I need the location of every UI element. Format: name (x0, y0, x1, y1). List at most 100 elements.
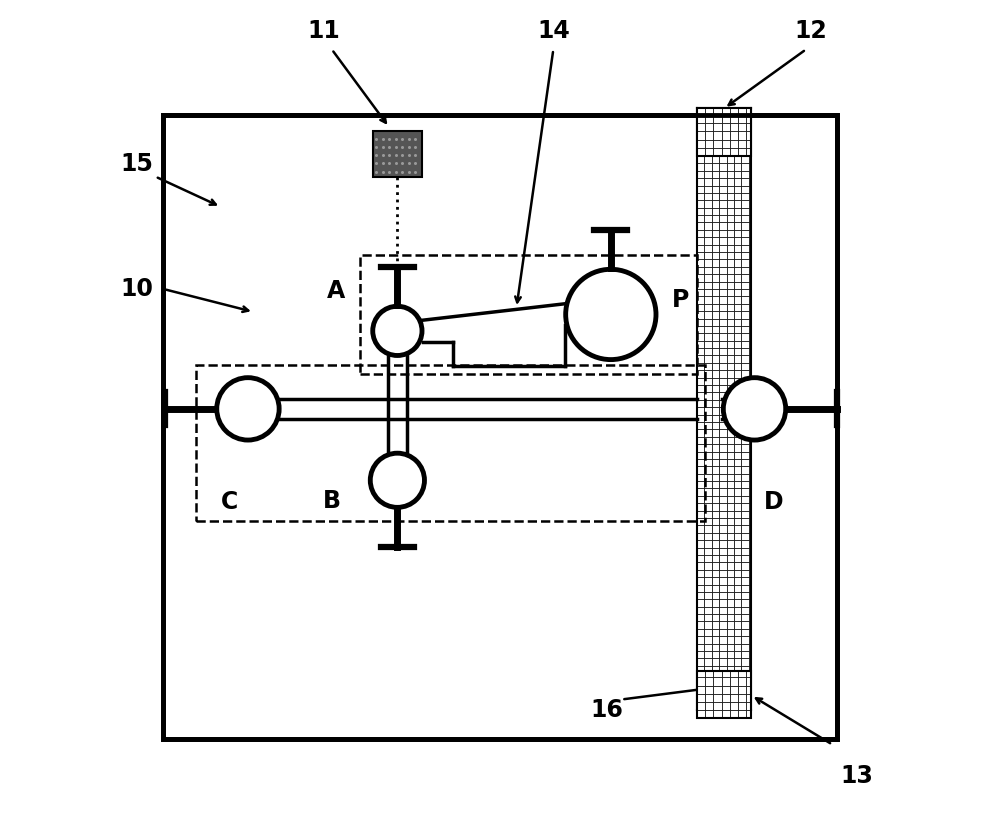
Bar (719, 149, 727, 156)
Bar (697, 267, 704, 274)
Bar (734, 673, 741, 681)
Bar (704, 518, 712, 525)
Bar (749, 341, 751, 348)
Bar (719, 119, 727, 126)
Bar (749, 614, 751, 621)
Bar (697, 123, 705, 131)
Bar (727, 688, 734, 695)
Bar (719, 629, 727, 636)
Bar (741, 215, 749, 222)
Bar (722, 131, 730, 140)
Bar (741, 296, 749, 304)
Bar (741, 200, 749, 208)
Bar (712, 429, 719, 437)
Bar (712, 459, 719, 466)
Bar (727, 392, 734, 400)
Bar (741, 112, 749, 119)
Bar (722, 115, 730, 123)
Bar (746, 148, 751, 156)
Bar (734, 459, 741, 466)
Bar (749, 355, 751, 363)
Bar (712, 422, 719, 429)
Bar (727, 599, 734, 607)
Bar (704, 651, 712, 658)
Bar (697, 614, 704, 621)
Bar (741, 621, 749, 629)
Bar (727, 548, 734, 555)
Bar (704, 503, 712, 511)
Bar (741, 156, 749, 163)
Bar (734, 444, 741, 452)
Bar (697, 562, 704, 570)
Bar (727, 585, 734, 592)
Bar (722, 148, 730, 156)
Bar (163, 115, 837, 739)
Bar (697, 193, 704, 200)
Bar (697, 671, 705, 677)
Bar (697, 178, 704, 186)
Bar (719, 341, 727, 348)
Bar (704, 178, 712, 186)
Bar (727, 171, 734, 178)
Bar (741, 319, 749, 326)
Bar (734, 400, 741, 407)
Bar (741, 267, 749, 274)
Bar (741, 208, 749, 215)
Bar (697, 644, 704, 651)
Bar (727, 400, 734, 407)
Bar (712, 488, 719, 496)
Bar (697, 703, 704, 710)
Bar (704, 585, 712, 592)
Bar (727, 282, 734, 289)
Bar (741, 311, 749, 319)
Bar (712, 222, 719, 230)
Bar (727, 503, 734, 511)
Bar (749, 695, 751, 703)
Bar (697, 148, 705, 156)
Bar (730, 115, 738, 123)
Bar (727, 348, 734, 355)
Bar (734, 555, 741, 562)
Bar (749, 230, 751, 237)
Bar (704, 599, 712, 607)
Bar (741, 171, 749, 178)
Bar (734, 666, 741, 673)
Bar (727, 363, 734, 370)
Bar (734, 429, 741, 437)
Bar (697, 496, 704, 503)
Bar (704, 186, 712, 193)
Bar (749, 108, 751, 112)
Bar (712, 614, 719, 621)
Bar (741, 259, 749, 267)
Bar (749, 577, 751, 585)
Bar (741, 400, 749, 407)
Bar (741, 444, 749, 452)
Bar (697, 333, 704, 341)
Bar (741, 363, 749, 370)
Bar (749, 621, 751, 629)
Bar (719, 585, 727, 592)
Bar (697, 437, 704, 444)
Bar (741, 577, 749, 585)
Bar (719, 171, 727, 178)
Bar (730, 131, 738, 140)
Bar (697, 422, 704, 429)
Bar (712, 245, 719, 252)
Bar (749, 348, 751, 355)
Bar (730, 140, 738, 148)
Bar (746, 131, 751, 140)
Bar (734, 215, 741, 222)
Bar (719, 163, 727, 171)
Bar (734, 540, 741, 548)
Bar (704, 614, 712, 621)
Bar (373, 131, 422, 177)
Bar (734, 230, 741, 237)
Bar (741, 644, 749, 651)
Bar (704, 548, 712, 555)
Bar (704, 319, 712, 326)
Bar (730, 108, 738, 115)
Bar (734, 259, 741, 267)
Bar (697, 681, 704, 688)
Bar (734, 415, 741, 422)
Bar (741, 466, 749, 474)
